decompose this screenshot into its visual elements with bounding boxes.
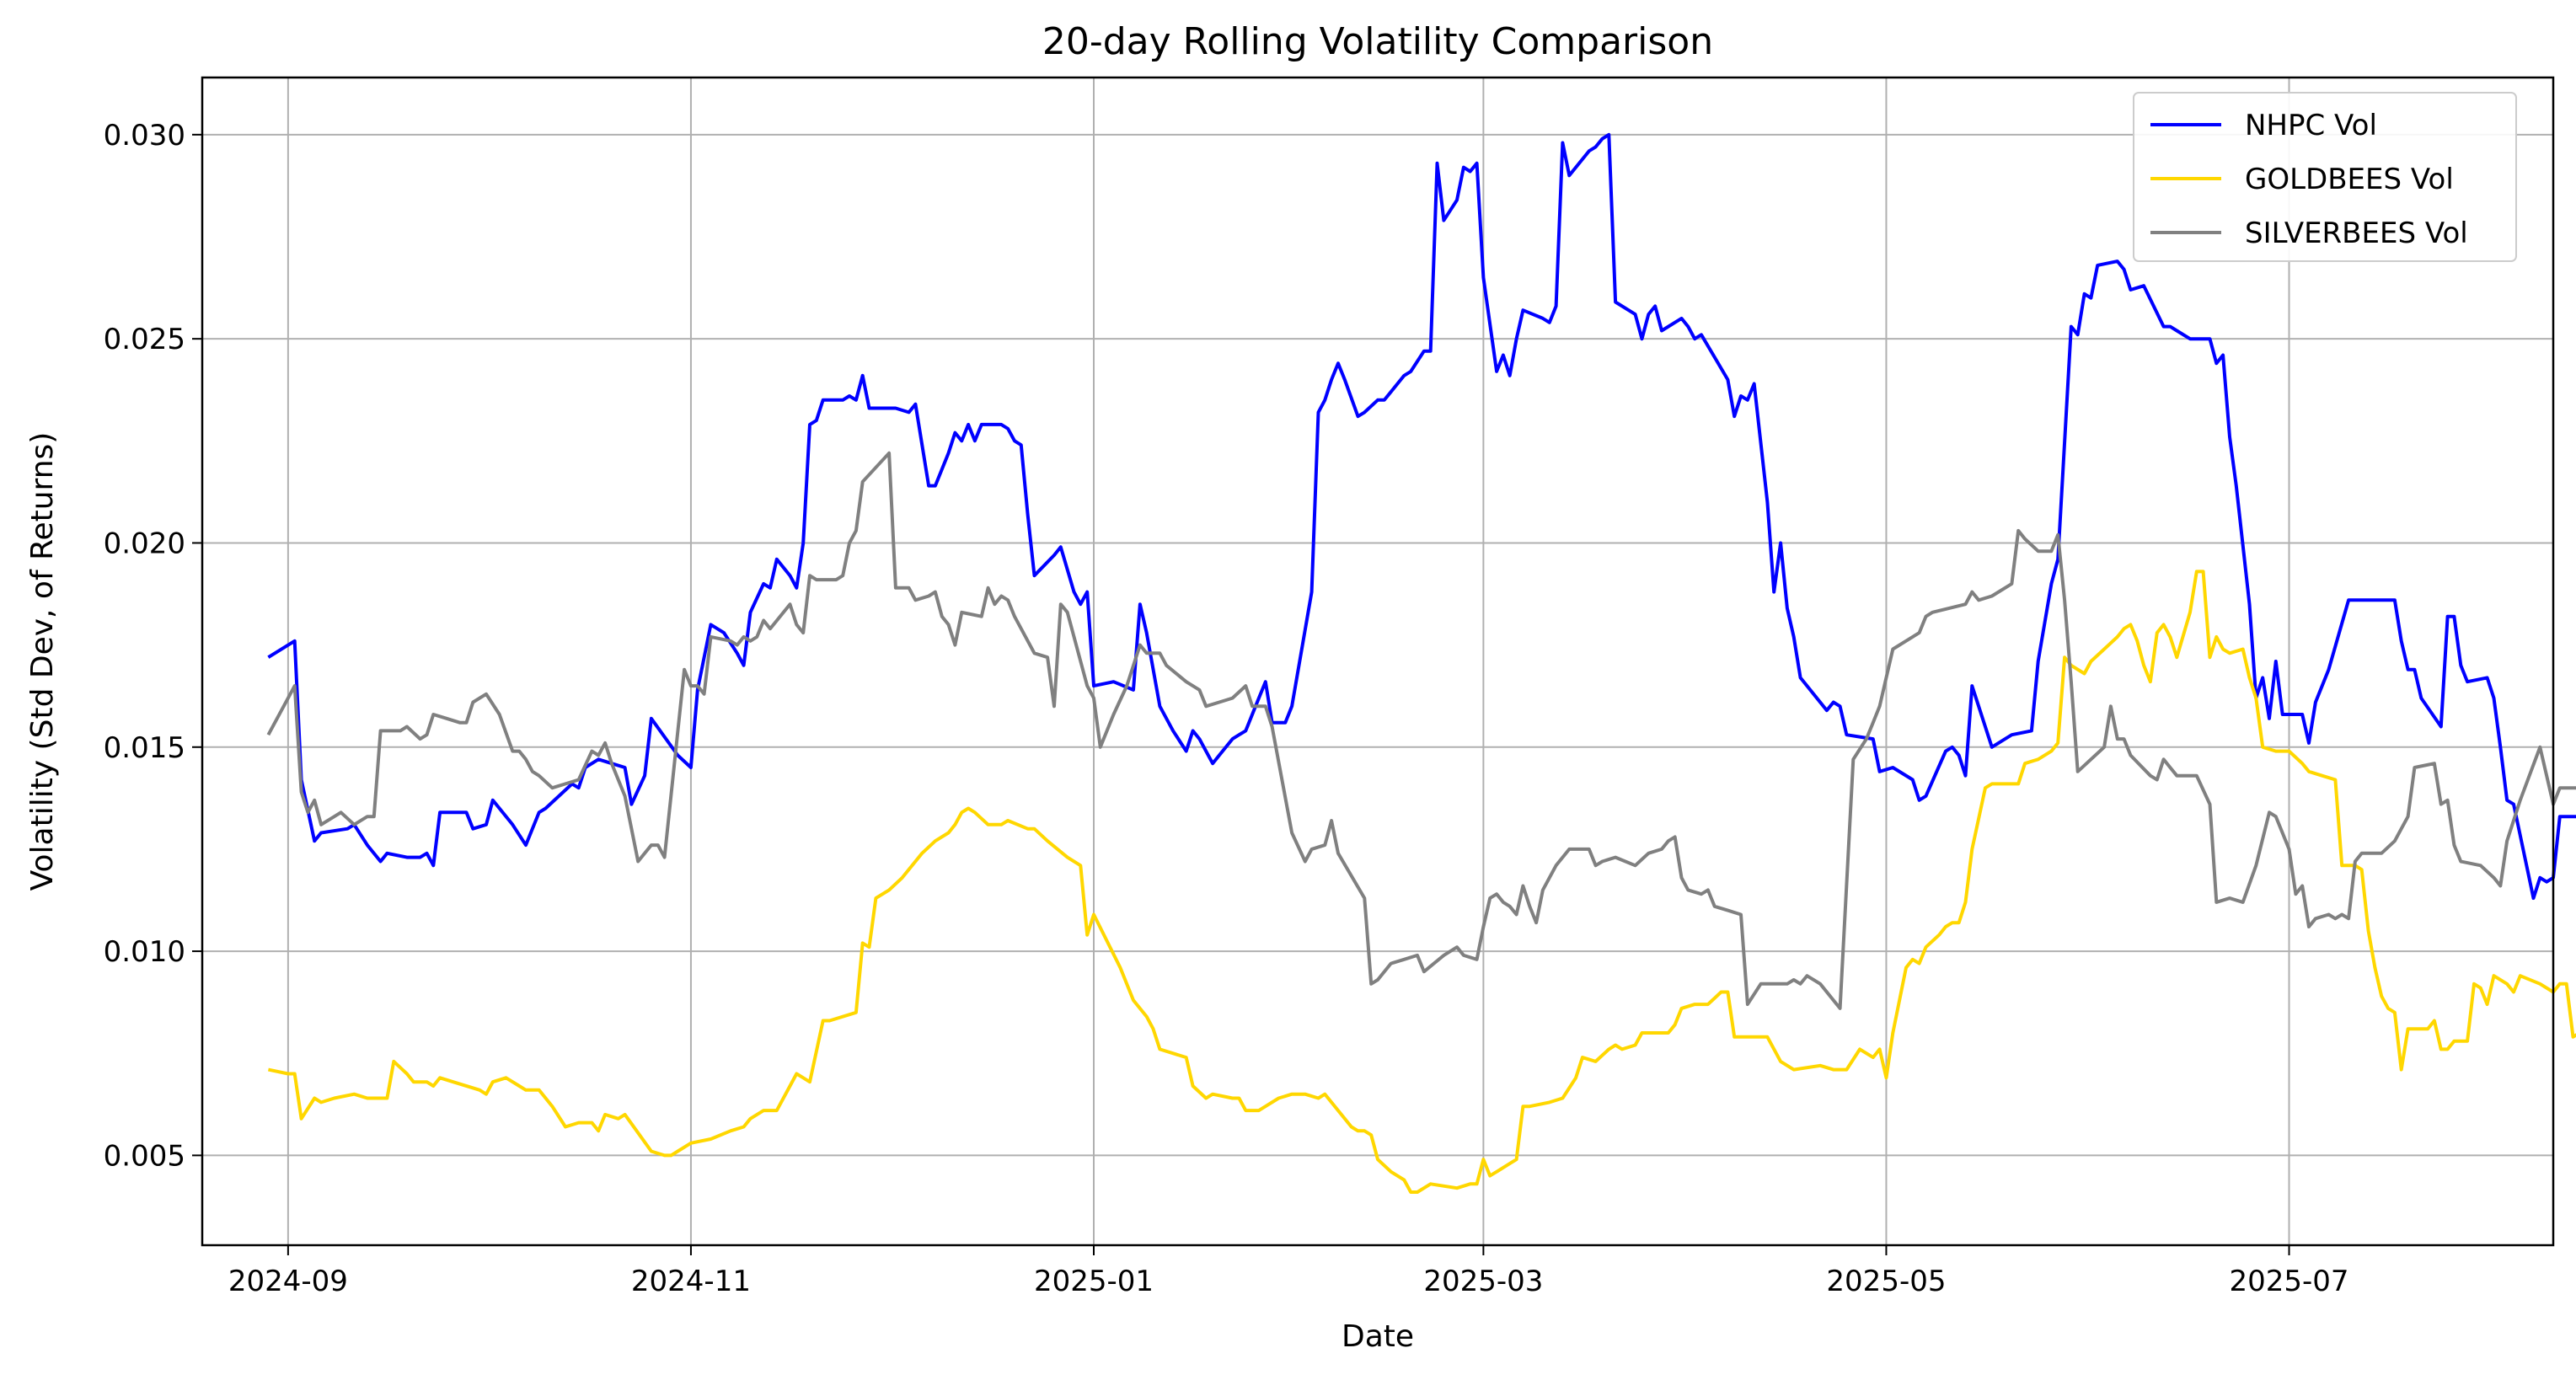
plot-frame (201, 76, 2555, 1247)
x-tick-label: 2024-11 (631, 1265, 751, 1298)
legend-label-silverbees-vol: SILVERBEES Vol (2245, 217, 2468, 250)
legend-items: NHPC Vol GOLDBEES Vol SILVERBEES Vol (2150, 109, 2468, 250)
legend-label-nhpc-vol: NHPC Vol (2245, 109, 2377, 142)
x-tick-label: 2025-05 (1826, 1265, 1946, 1298)
legend-box (2133, 92, 2517, 262)
y-axis: 0.005 0.010 0.015 0.020 0.025 0.030 (104, 119, 202, 1173)
chart-title: 20-day Rolling Volatility Comparison (1042, 20, 1713, 63)
x-axis: 2024-09 2024-11 2025-01 2025-03 2025-05 2025-… (228, 1245, 2349, 1298)
y-tick-label: 0.015 (104, 731, 185, 765)
y-axis-label: Volatility (Std Dev, of Returns) (25, 432, 60, 891)
goldbees-vol-line (267, 570, 2576, 1194)
y-tick-label: 0.030 (104, 119, 185, 152)
series-layer (266, 132, 2576, 1194)
x-axis-label: Date (1342, 1319, 1414, 1354)
y-tick-label: 0.020 (104, 527, 185, 560)
y-tick-label: 0.025 (104, 323, 185, 356)
legend: NHPC Vol GOLDBEES Vol SILVERBEES Vol (2133, 92, 2517, 262)
silverbees-vol-line (266, 451, 2576, 1010)
legend-label-goldbees-vol: GOLDBEES Vol (2245, 163, 2454, 196)
y-tick-label: 0.005 (104, 1139, 185, 1173)
x-tick-label: 2025-03 (1423, 1265, 1543, 1298)
x-tick-label: 2025-01 (1034, 1265, 1154, 1298)
grid (202, 78, 2553, 1245)
x-tick-label: 2025-07 (2229, 1265, 2348, 1298)
x-tick-label: 2024-09 (228, 1265, 348, 1298)
y-tick-label: 0.010 (104, 935, 185, 969)
nhpc-vol-line (267, 132, 2576, 901)
